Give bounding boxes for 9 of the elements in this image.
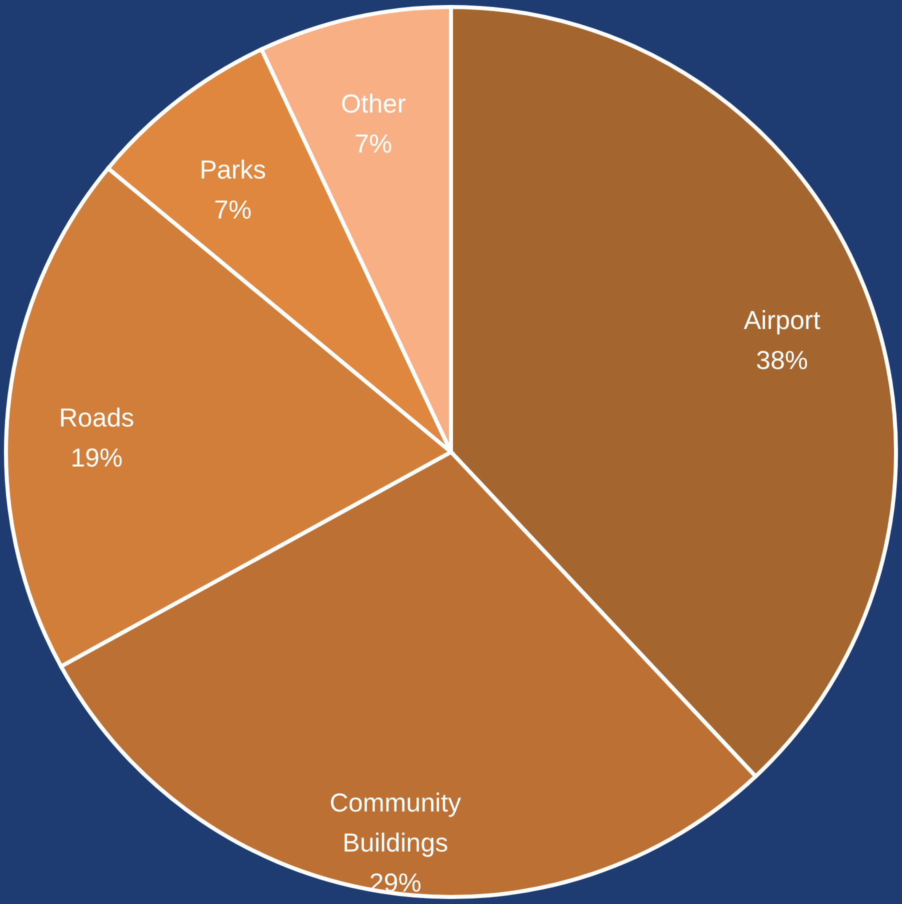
data-label: 38% xyxy=(756,344,808,375)
slice-label: Roads xyxy=(59,402,134,432)
slice-label: Airport xyxy=(744,304,822,335)
data-label: 7% xyxy=(354,128,392,159)
slice-label: Parks xyxy=(200,154,266,185)
slice-label: Community Buildings xyxy=(330,788,462,858)
data-label: 7% xyxy=(214,194,252,225)
slice-label: Other xyxy=(340,88,406,119)
data-label: 19% xyxy=(70,442,123,472)
